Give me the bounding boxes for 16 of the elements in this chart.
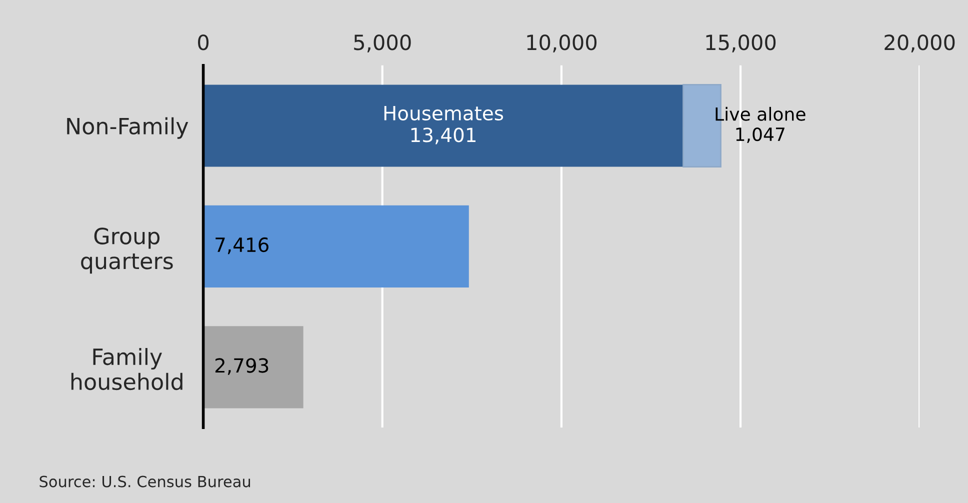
x-tick-label: 0 — [198, 34, 209, 50]
source-note: Source: U.S. Census Bureau — [40, 476, 250, 488]
bar — [203, 84, 684, 167]
x-tick-label: 10,000 — [527, 34, 597, 52]
data-label: Housemates 13,401 — [384, 106, 504, 144]
y-tick-label: Non-Family — [67, 117, 188, 139]
y-tick-label: Family household — [71, 348, 182, 390]
data-label: 2,793 — [215, 358, 268, 375]
x-tick-label: 15,000 — [706, 34, 776, 52]
bar — [203, 326, 304, 408]
bar — [203, 205, 469, 288]
x-tick-label: 20,000 — [884, 34, 955, 52]
data-label: Live alone 1,047 — [716, 106, 806, 143]
x-tick-label: 5,000 — [354, 34, 411, 52]
y-tick-label: Group quarters — [81, 228, 173, 274]
data-label: 7,416 — [216, 237, 268, 254]
